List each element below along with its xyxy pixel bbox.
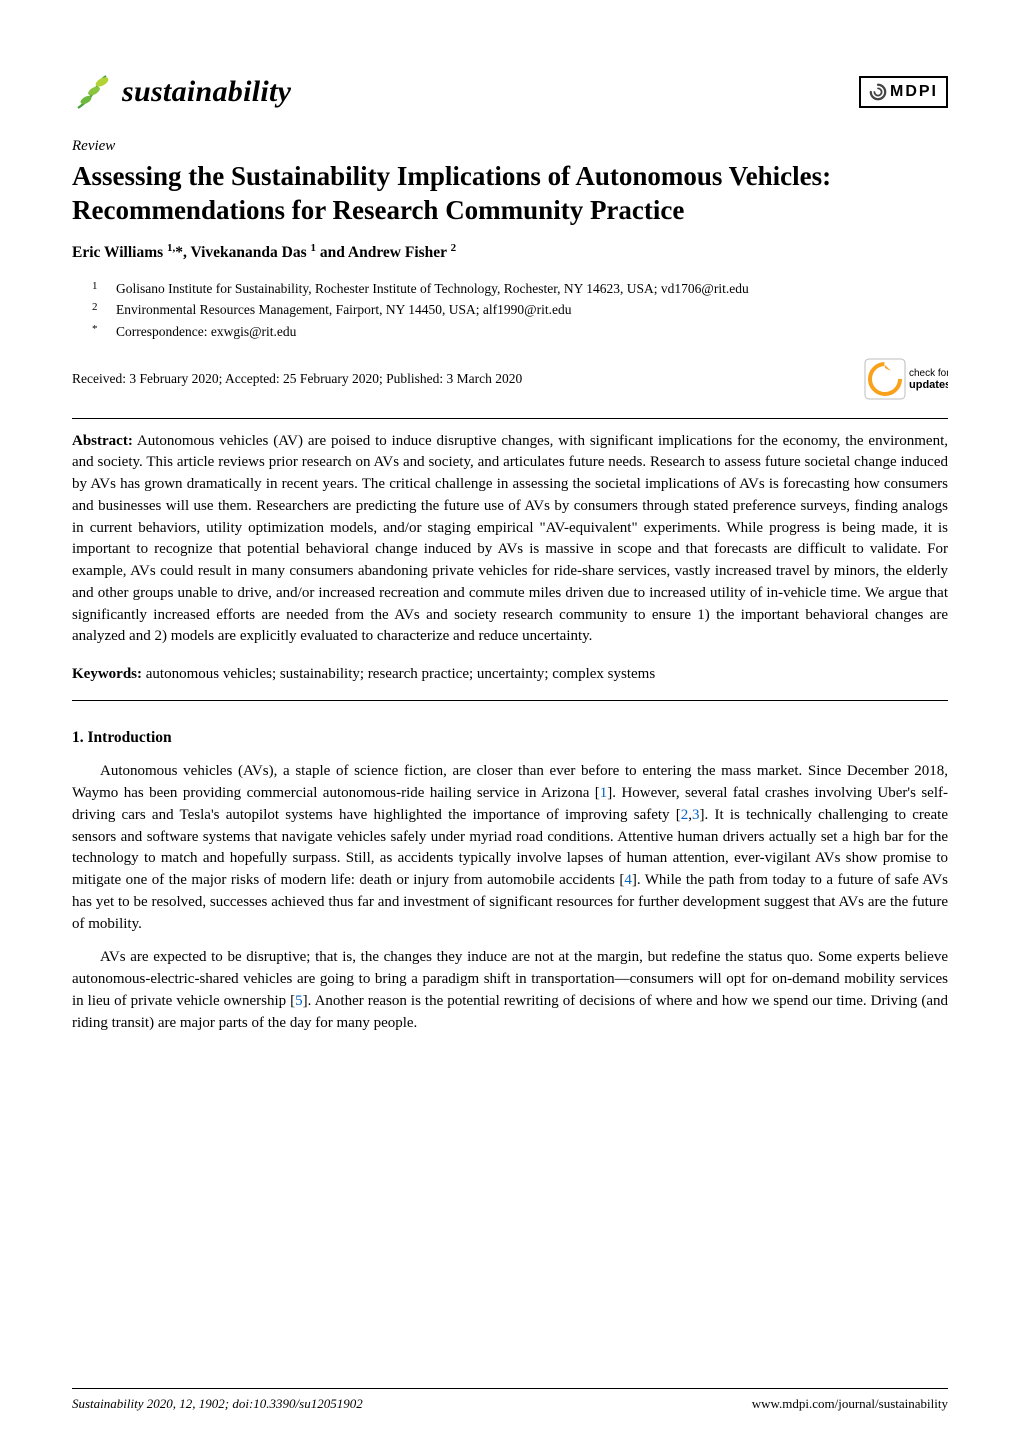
page-footer: Sustainability 2020, 12, 1902; doi:10.33… (72, 1388, 948, 1414)
affiliation-2: 2 Environmental Resources Management, Fa… (92, 300, 948, 320)
body-paragraph-2: AVs are expected to be disruptive; that … (72, 947, 948, 1034)
divider (72, 700, 948, 701)
affiliations-block: 1 Golisano Institute for Sustainability,… (72, 279, 948, 342)
dates-row: Received: 3 February 2020; Accepted: 25 … (72, 358, 948, 400)
authors-line: Eric Williams 1,*, Vivekananda Das 1 and… (72, 241, 948, 265)
affil-sup: 2 (92, 300, 102, 320)
journal-name: sustainability (122, 70, 291, 114)
svg-text:check for: check for (909, 368, 948, 379)
body-paragraph-1: Autonomous vehicles (AVs), a staple of s… (72, 761, 948, 935)
affil-sup: * (92, 322, 102, 342)
footer-citation: Sustainability 2020, 12, 1902; doi:10.33… (72, 1395, 363, 1414)
ref-link-4[interactable]: 4 (624, 872, 632, 888)
publisher-logo: MDPI (859, 76, 948, 107)
affil-text: Correspondence: exwgis@rit.edu (116, 322, 296, 342)
keywords: Keywords: autonomous vehicles; sustainab… (72, 664, 948, 686)
publisher-name: MDPI (890, 80, 938, 103)
keywords-text: autonomous vehicles; sustainability; res… (142, 666, 655, 682)
divider (72, 418, 948, 419)
footer-url: www.mdpi.com/journal/sustainability (752, 1395, 948, 1414)
affil-sup: 1 (92, 279, 102, 299)
leaf-vine-icon (72, 70, 116, 114)
section-1-heading: 1. Introduction (72, 727, 948, 749)
journal-logo: sustainability (72, 70, 291, 114)
mdpi-swirl-icon (869, 83, 887, 101)
publication-dates: Received: 3 February 2020; Accepted: 25 … (72, 369, 522, 389)
affil-text: Environmental Resources Management, Fair… (116, 300, 571, 320)
svg-text:updates: updates (909, 379, 948, 391)
ref-link-3[interactable]: 3 (692, 807, 700, 823)
article-type: Review (72, 136, 948, 158)
affiliation-1: 1 Golisano Institute for Sustainability,… (92, 279, 948, 299)
header-row: sustainability MDPI (72, 70, 948, 114)
check-for-updates-badge[interactable]: check for updates (864, 358, 948, 400)
correspondence: * Correspondence: exwgis@rit.edu (92, 322, 948, 342)
abstract: Abstract: Autonomous vehicles (AV) are p… (72, 431, 948, 649)
keywords-label: Keywords: (72, 666, 142, 682)
ref-link-5[interactable]: 5 (295, 993, 303, 1009)
abstract-label: Abstract: (72, 433, 133, 449)
article-title: Assessing the Sustainability Implication… (72, 160, 948, 228)
affil-text: Golisano Institute for Sustainability, R… (116, 279, 749, 299)
abstract-text: Autonomous vehicles (AV) are poised to i… (72, 433, 948, 645)
